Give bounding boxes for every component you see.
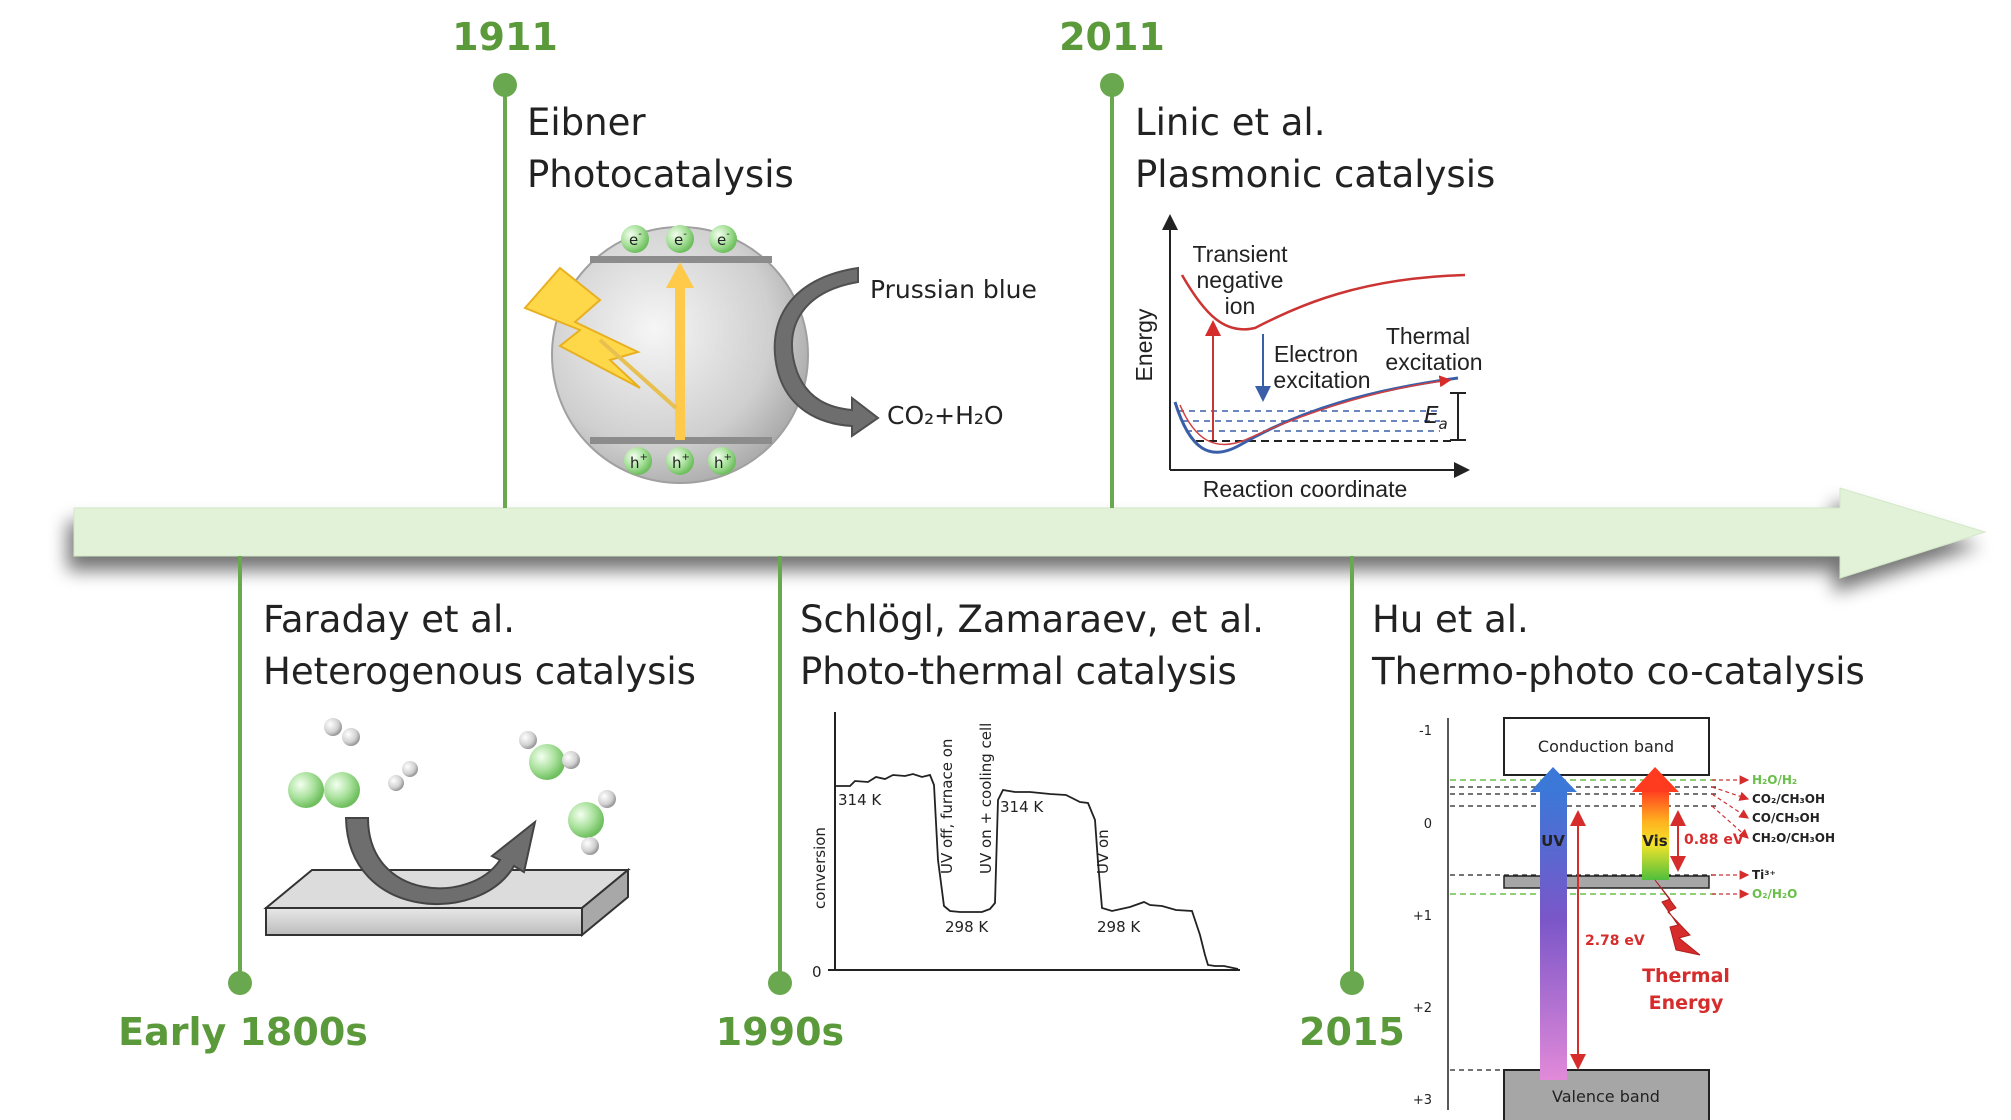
marker-1911 <box>493 73 517 508</box>
event-author-early-1800s: Faraday et al. <box>263 598 515 641</box>
svg-text:h+: h+ <box>630 452 648 472</box>
svg-text:h+: h+ <box>672 452 690 472</box>
product-label: CO₂+H₂O <box>887 401 1004 430</box>
event-author-1990s: Schlögl, Zamaraev, et al. <box>800 598 1264 641</box>
electron-particles: e- e- e- <box>621 225 737 253</box>
thermal-energy-label: Thermal Energy <box>1642 965 1730 1014</box>
photothermal-conversion-plot: 0 conversion 314 K 298 K 314 K 298 K UV … <box>811 712 1240 981</box>
annotation-uv-off: UV off, furnace on <box>938 739 956 874</box>
thermal-lightning-icon <box>1654 879 1701 956</box>
level-h2o-h2: H₂O/H₂ <box>1752 773 1797 787</box>
level-co-ch3oh: CO/CH₃OH <box>1752 811 1820 825</box>
level-ch2o-ch3oh: CH₂O/CH₃OH <box>1752 831 1835 845</box>
photothermal-zero: 0 <box>812 963 822 981</box>
event-topic-early-1800s: Heterogenous catalysis <box>263 650 696 693</box>
ytick-minus1: -1 <box>1419 724 1432 739</box>
annotation-uv-on-cooling: UV on + cooling cell <box>977 723 995 874</box>
temp-label-1: 314 K <box>838 791 882 809</box>
event-topic-2011: Plasmonic catalysis <box>1135 153 1495 196</box>
event-author-2011: Linic et al. <box>1135 101 1325 144</box>
ytick-plus2: +2 <box>1413 1001 1432 1016</box>
vis-label: Vis <box>1642 832 1667 850</box>
temp-label-2: 298 K <box>945 918 989 936</box>
ytick-0: 0 <box>1424 817 1432 832</box>
event-author-2015: Hu et al. <box>1372 598 1529 641</box>
svg-text:e-: e- <box>629 229 642 249</box>
temp-label-4: 298 K <box>1097 918 1141 936</box>
year-1990s: 1990s <box>716 1010 844 1054</box>
temp-label-3: 314 K <box>1000 798 1044 816</box>
ytick-plus1: +1 <box>1413 909 1432 924</box>
svg-text:h+: h+ <box>714 452 732 472</box>
svg-text:e-: e- <box>717 229 730 249</box>
level-ti3: Ti³⁺ <box>1752 868 1776 882</box>
valence-band-label: Valence band <box>1552 1087 1660 1106</box>
level-co2-ch3oh: CO₂/CH₃OH <box>1752 792 1825 806</box>
plasmonic-xlabel: Reaction coordinate <box>1203 476 1408 502</box>
marker-2011 <box>1100 73 1124 508</box>
marker-2015 <box>1340 556 1364 995</box>
event-author-1911: Eibner <box>527 101 646 144</box>
conduction-band-label: Conduction band <box>1538 737 1674 756</box>
year-early-1800s: Early 1800s <box>118 1010 368 1054</box>
year-2015: 2015 <box>1299 1010 1405 1054</box>
uv-label: UV <box>1541 832 1565 850</box>
lightning-icon <box>523 266 641 389</box>
gap-vis-label: 0.88 eV <box>1684 832 1744 848</box>
annotation-uv-on: UV on <box>1094 829 1112 874</box>
gap-uv-label: 2.78 eV <box>1585 933 1645 949</box>
event-topic-1911: Photocatalysis <box>527 153 794 196</box>
heterogeneous-catalysis-illustration <box>263 718 631 938</box>
thermal-excitation-label: Thermal excitation <box>1385 323 1482 375</box>
event-topic-1990s: Photo-thermal catalysis <box>800 650 1237 693</box>
reactant-label: Prussian blue <box>870 275 1037 304</box>
reaction-arrow-icon <box>344 817 537 905</box>
transient-label: Transient negative ion <box>1192 241 1288 319</box>
marker-1990s <box>768 556 792 995</box>
photocatalysis-illustration: e- e- e- h+ h+ h+ Prussian blue CO₂+H₂O <box>523 225 1037 484</box>
hole-particles: h+ h+ h+ <box>624 447 736 475</box>
photothermal-ylabel: conversion <box>811 827 829 909</box>
electron-excitation-label: Electron excitation <box>1273 341 1370 393</box>
timeline-arrow <box>73 487 1987 579</box>
marker-early-1800s <box>228 556 252 995</box>
svg-text:e-: e- <box>674 229 687 249</box>
band-energy-diagram: -1 0 +1 +2 +3 Conduction band Valence ba… <box>1413 717 1835 1120</box>
event-topic-2015: Thermo-photo co-catalysis <box>1371 650 1865 693</box>
ea-label: Ea <box>1424 403 1448 433</box>
level-o2-h2o: O₂/H₂O <box>1752 887 1797 901</box>
conversion-arrow-icon <box>773 266 880 438</box>
ytick-plus3: +3 <box>1413 1093 1432 1108</box>
plasmonic-ylabel: Energy <box>1131 308 1157 381</box>
plasmonic-energy-diagram: Energy Reaction coordinate Ea Transient n… <box>1131 214 1483 502</box>
year-2011: 2011 <box>1059 15 1165 59</box>
molecules-icon <box>288 718 616 855</box>
year-1911: 1911 <box>452 15 558 59</box>
